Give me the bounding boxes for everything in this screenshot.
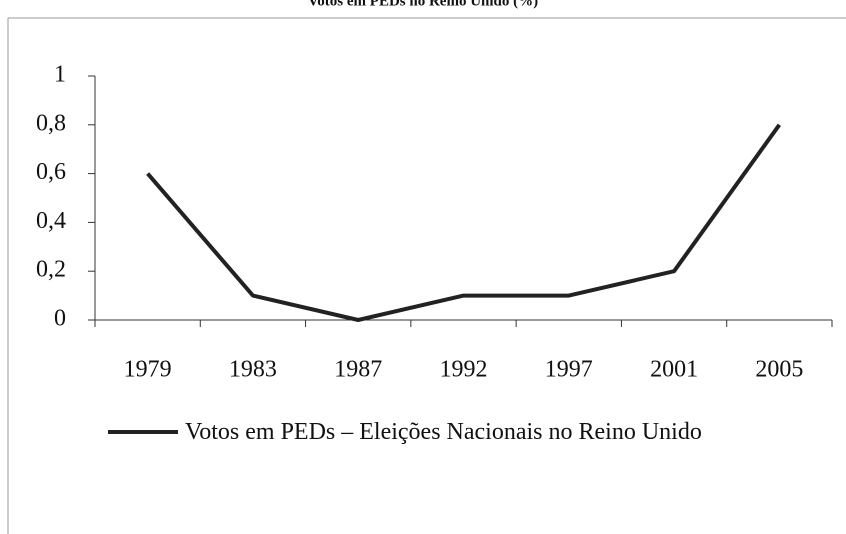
y-tick-label: 0,2 — [36, 257, 66, 283]
y-tick-label: 0 — [54, 306, 66, 332]
x-tick-label: 1992 — [440, 357, 488, 383]
legend-label: Votos em PEDs – Eleições Nacionais no Re… — [185, 419, 702, 445]
chart-title: Votos em PEDs no Reino Unido (%) — [308, 0, 538, 9]
x-tick-label: 1983 — [229, 357, 277, 383]
y-tick-label: 0,4 — [36, 208, 66, 234]
x-tick-label: 1979 — [124, 357, 172, 383]
x-tick-label: 1997 — [545, 357, 593, 383]
y-tick-label: 0,8 — [36, 110, 66, 136]
x-tick-label: 2005 — [755, 357, 803, 383]
y-tick-label: 0,6 — [36, 159, 66, 185]
x-tick-label: 2001 — [650, 357, 698, 383]
y-tick-label: 1 — [54, 62, 66, 88]
x-tick-label: 1987 — [334, 357, 382, 383]
line-series — [146, 123, 781, 322]
